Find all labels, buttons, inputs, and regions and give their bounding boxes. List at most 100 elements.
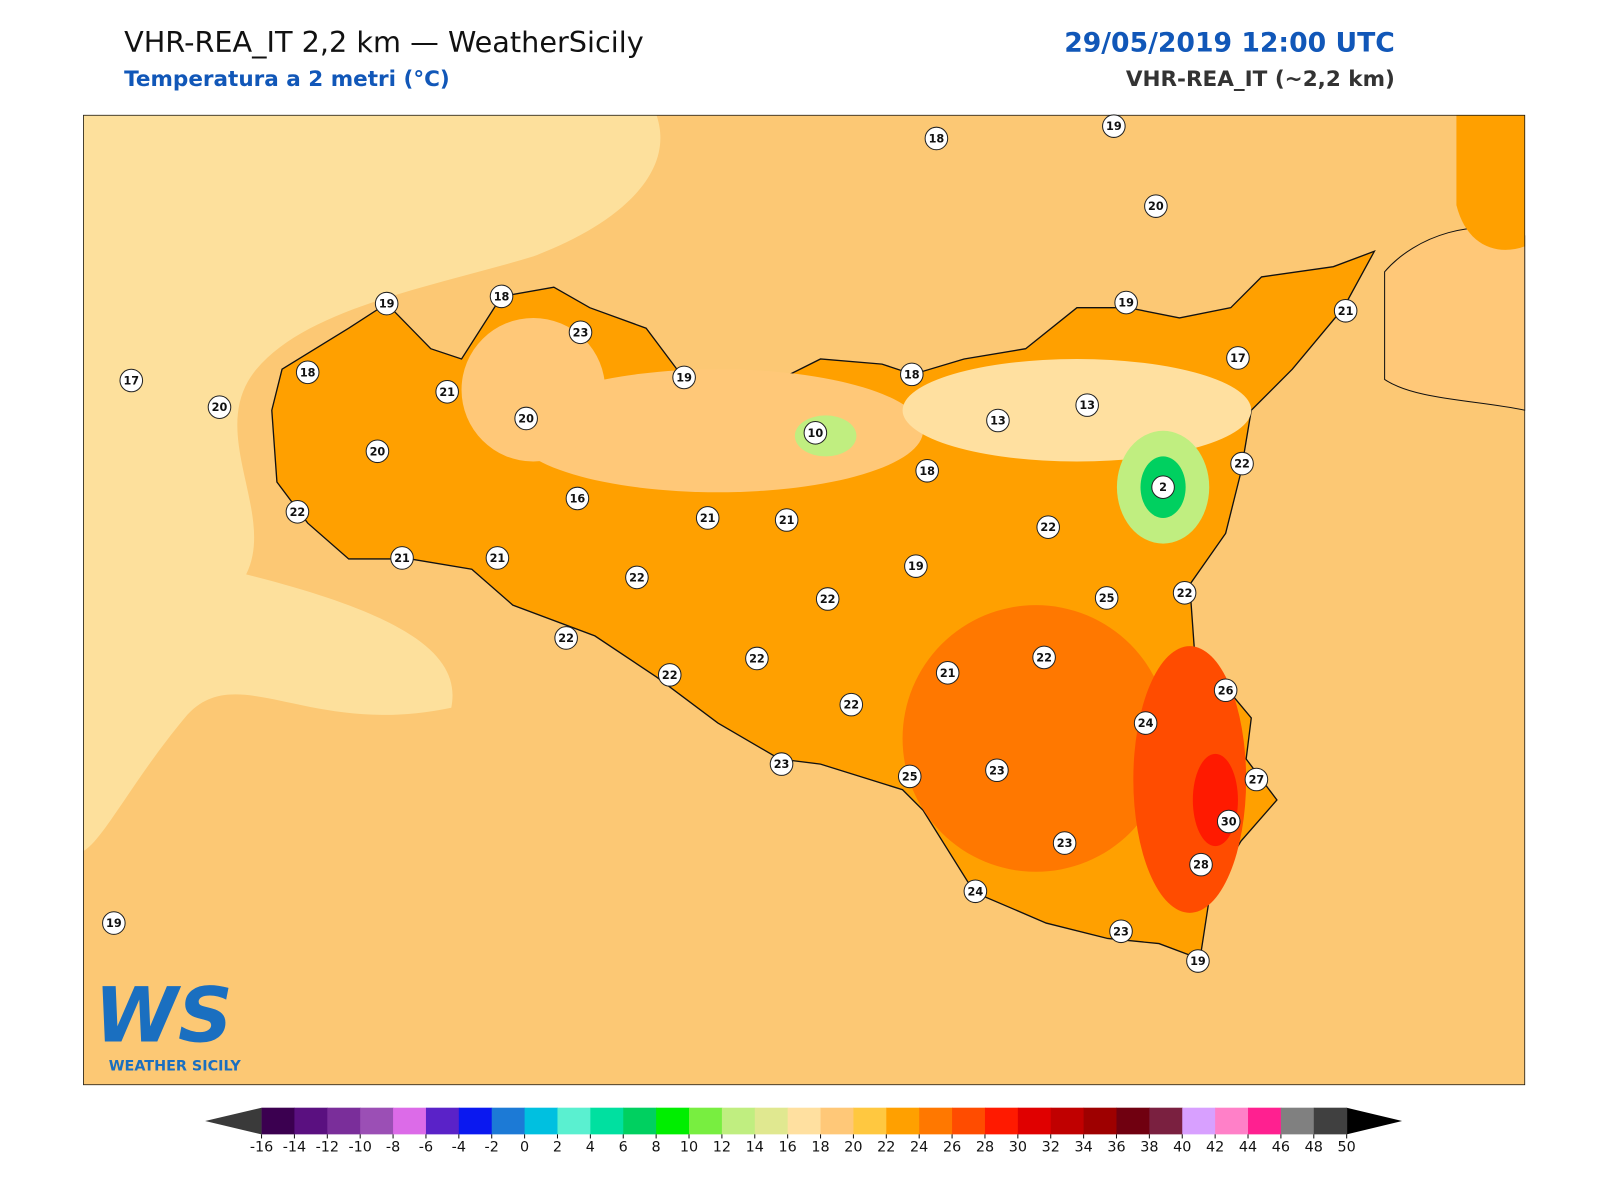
colorbar-tick-label: -8 xyxy=(386,1140,400,1156)
station-value: 26 xyxy=(1218,684,1234,697)
station-marker xyxy=(1189,852,1213,877)
colorbar-bin xyxy=(853,1107,887,1135)
colorbar-bin xyxy=(1313,1107,1348,1135)
station-value: 22 xyxy=(820,593,836,606)
station-marker xyxy=(1186,949,1210,973)
colorbar-tick-label: 48 xyxy=(1305,1140,1323,1156)
station-marker xyxy=(485,546,510,570)
station-marker xyxy=(1226,346,1250,370)
colorbar-tick-label: 44 xyxy=(1239,1140,1257,1156)
colorbar-bin xyxy=(984,1107,1019,1135)
colorbar-tick-label: -2 xyxy=(485,1140,499,1156)
calabria xyxy=(1384,227,1526,411)
station-marker xyxy=(815,587,840,611)
colorbar-bin xyxy=(623,1107,657,1135)
colorbar-tick-label: 4 xyxy=(586,1140,595,1156)
colorbar-tick-label: 18 xyxy=(811,1140,829,1156)
station-marker xyxy=(1230,451,1254,476)
station-value: 18 xyxy=(904,368,920,381)
station-value: 22 xyxy=(1177,587,1193,600)
station-value: 23 xyxy=(989,764,1005,777)
station-value: 20 xyxy=(212,401,228,414)
colorbar-bin xyxy=(952,1107,986,1135)
station-value: 24 xyxy=(1138,717,1154,730)
station-value: 19 xyxy=(908,560,924,573)
colorbar-bin xyxy=(393,1107,427,1135)
calabria-north xyxy=(1456,114,1526,250)
station-value: 19 xyxy=(379,298,395,311)
colorbar-tick-label: 28 xyxy=(976,1140,994,1156)
station-marker xyxy=(774,508,799,532)
station-value: 25 xyxy=(902,770,918,783)
colorbar-tick-label: 36 xyxy=(1107,1140,1125,1156)
colorbar-bin xyxy=(327,1107,361,1135)
colorbar-bin xyxy=(1215,1107,1249,1135)
colorbar-tick-label: 40 xyxy=(1173,1140,1191,1156)
colorbar-tick-label: 50 xyxy=(1338,1140,1356,1156)
station-marker xyxy=(1036,515,1060,539)
station-value: 18 xyxy=(494,290,510,303)
colorbar-bin xyxy=(1116,1107,1150,1135)
station-value: 21 xyxy=(490,552,506,565)
station-value: 18 xyxy=(919,465,935,478)
colorbar-tick-label: 10 xyxy=(680,1140,698,1156)
station-value: 23 xyxy=(573,326,589,339)
colorbar-tick-label: 38 xyxy=(1140,1140,1158,1156)
colorbar-bin xyxy=(1083,1107,1118,1135)
colorbar-bin xyxy=(820,1107,854,1135)
station-marker xyxy=(985,758,1009,783)
colorbar-tick-label: 16 xyxy=(779,1140,797,1156)
logo-mark: WS xyxy=(94,971,232,1059)
station-marker xyxy=(1244,767,1269,792)
station-marker xyxy=(625,565,649,590)
station-value: 22 xyxy=(843,699,859,712)
station-marker xyxy=(803,421,828,445)
station-marker xyxy=(672,365,696,390)
colorbar-bin xyxy=(886,1107,920,1135)
station-marker xyxy=(295,360,320,385)
station-marker xyxy=(986,408,1010,433)
station-value: 19 xyxy=(1190,955,1206,968)
colorbar-tick-label: -12 xyxy=(316,1140,339,1156)
colorbar-tick-label: -4 xyxy=(452,1140,466,1156)
station-value: 10 xyxy=(808,427,824,440)
station-value: 22 xyxy=(558,632,574,645)
station-marker xyxy=(1216,809,1241,834)
colorbar-bin xyxy=(1280,1107,1315,1135)
station-value: 19 xyxy=(106,917,122,930)
station-value: 28 xyxy=(1193,859,1209,872)
logo-caption: WEATHER SICILY xyxy=(109,1059,242,1075)
colorbar-bin xyxy=(656,1107,690,1135)
station-marker xyxy=(1144,194,1168,218)
colorbar-tick-label: -16 xyxy=(250,1140,273,1156)
station-value: 22 xyxy=(662,669,678,682)
station-value: 21 xyxy=(439,386,455,399)
station-marker xyxy=(1102,114,1126,138)
station-value: 16 xyxy=(570,492,586,505)
colorbar-bin xyxy=(458,1107,493,1135)
station-value: 21 xyxy=(940,667,956,680)
colorbar-tick-label: 24 xyxy=(910,1140,928,1156)
station-value: 19 xyxy=(1106,120,1122,133)
cool-area xyxy=(461,317,606,462)
cool-area xyxy=(512,369,924,493)
colorbar-tick-label: 8 xyxy=(652,1140,661,1156)
station-marker xyxy=(1213,678,1238,703)
colorbar-tick-label: 30 xyxy=(1009,1140,1027,1156)
colorbar: -16 -14 -12 -10 -8 -6 -4 -2 0 2 4 6 8 10 12 14 16 18 20 22 2… xyxy=(205,1107,1403,1156)
station-value: 22 xyxy=(290,506,306,519)
station-value: 30 xyxy=(1221,816,1237,829)
colorbar-tick-label: 6 xyxy=(619,1140,628,1156)
colorbar-tick-label: 42 xyxy=(1206,1140,1224,1156)
station-value: 20 xyxy=(370,445,386,458)
station-value: 23 xyxy=(774,758,790,771)
station-marker xyxy=(1133,711,1158,735)
station-value: 21 xyxy=(700,512,716,525)
colorbar-bin xyxy=(524,1107,558,1135)
station-value: 13 xyxy=(1079,399,1095,412)
station-value: 22 xyxy=(749,652,765,665)
station-value: 22 xyxy=(1036,651,1052,664)
colorbar-bin xyxy=(1017,1107,1052,1135)
station-value: 17 xyxy=(1230,352,1246,365)
colorbar-bin xyxy=(1149,1107,1183,1135)
